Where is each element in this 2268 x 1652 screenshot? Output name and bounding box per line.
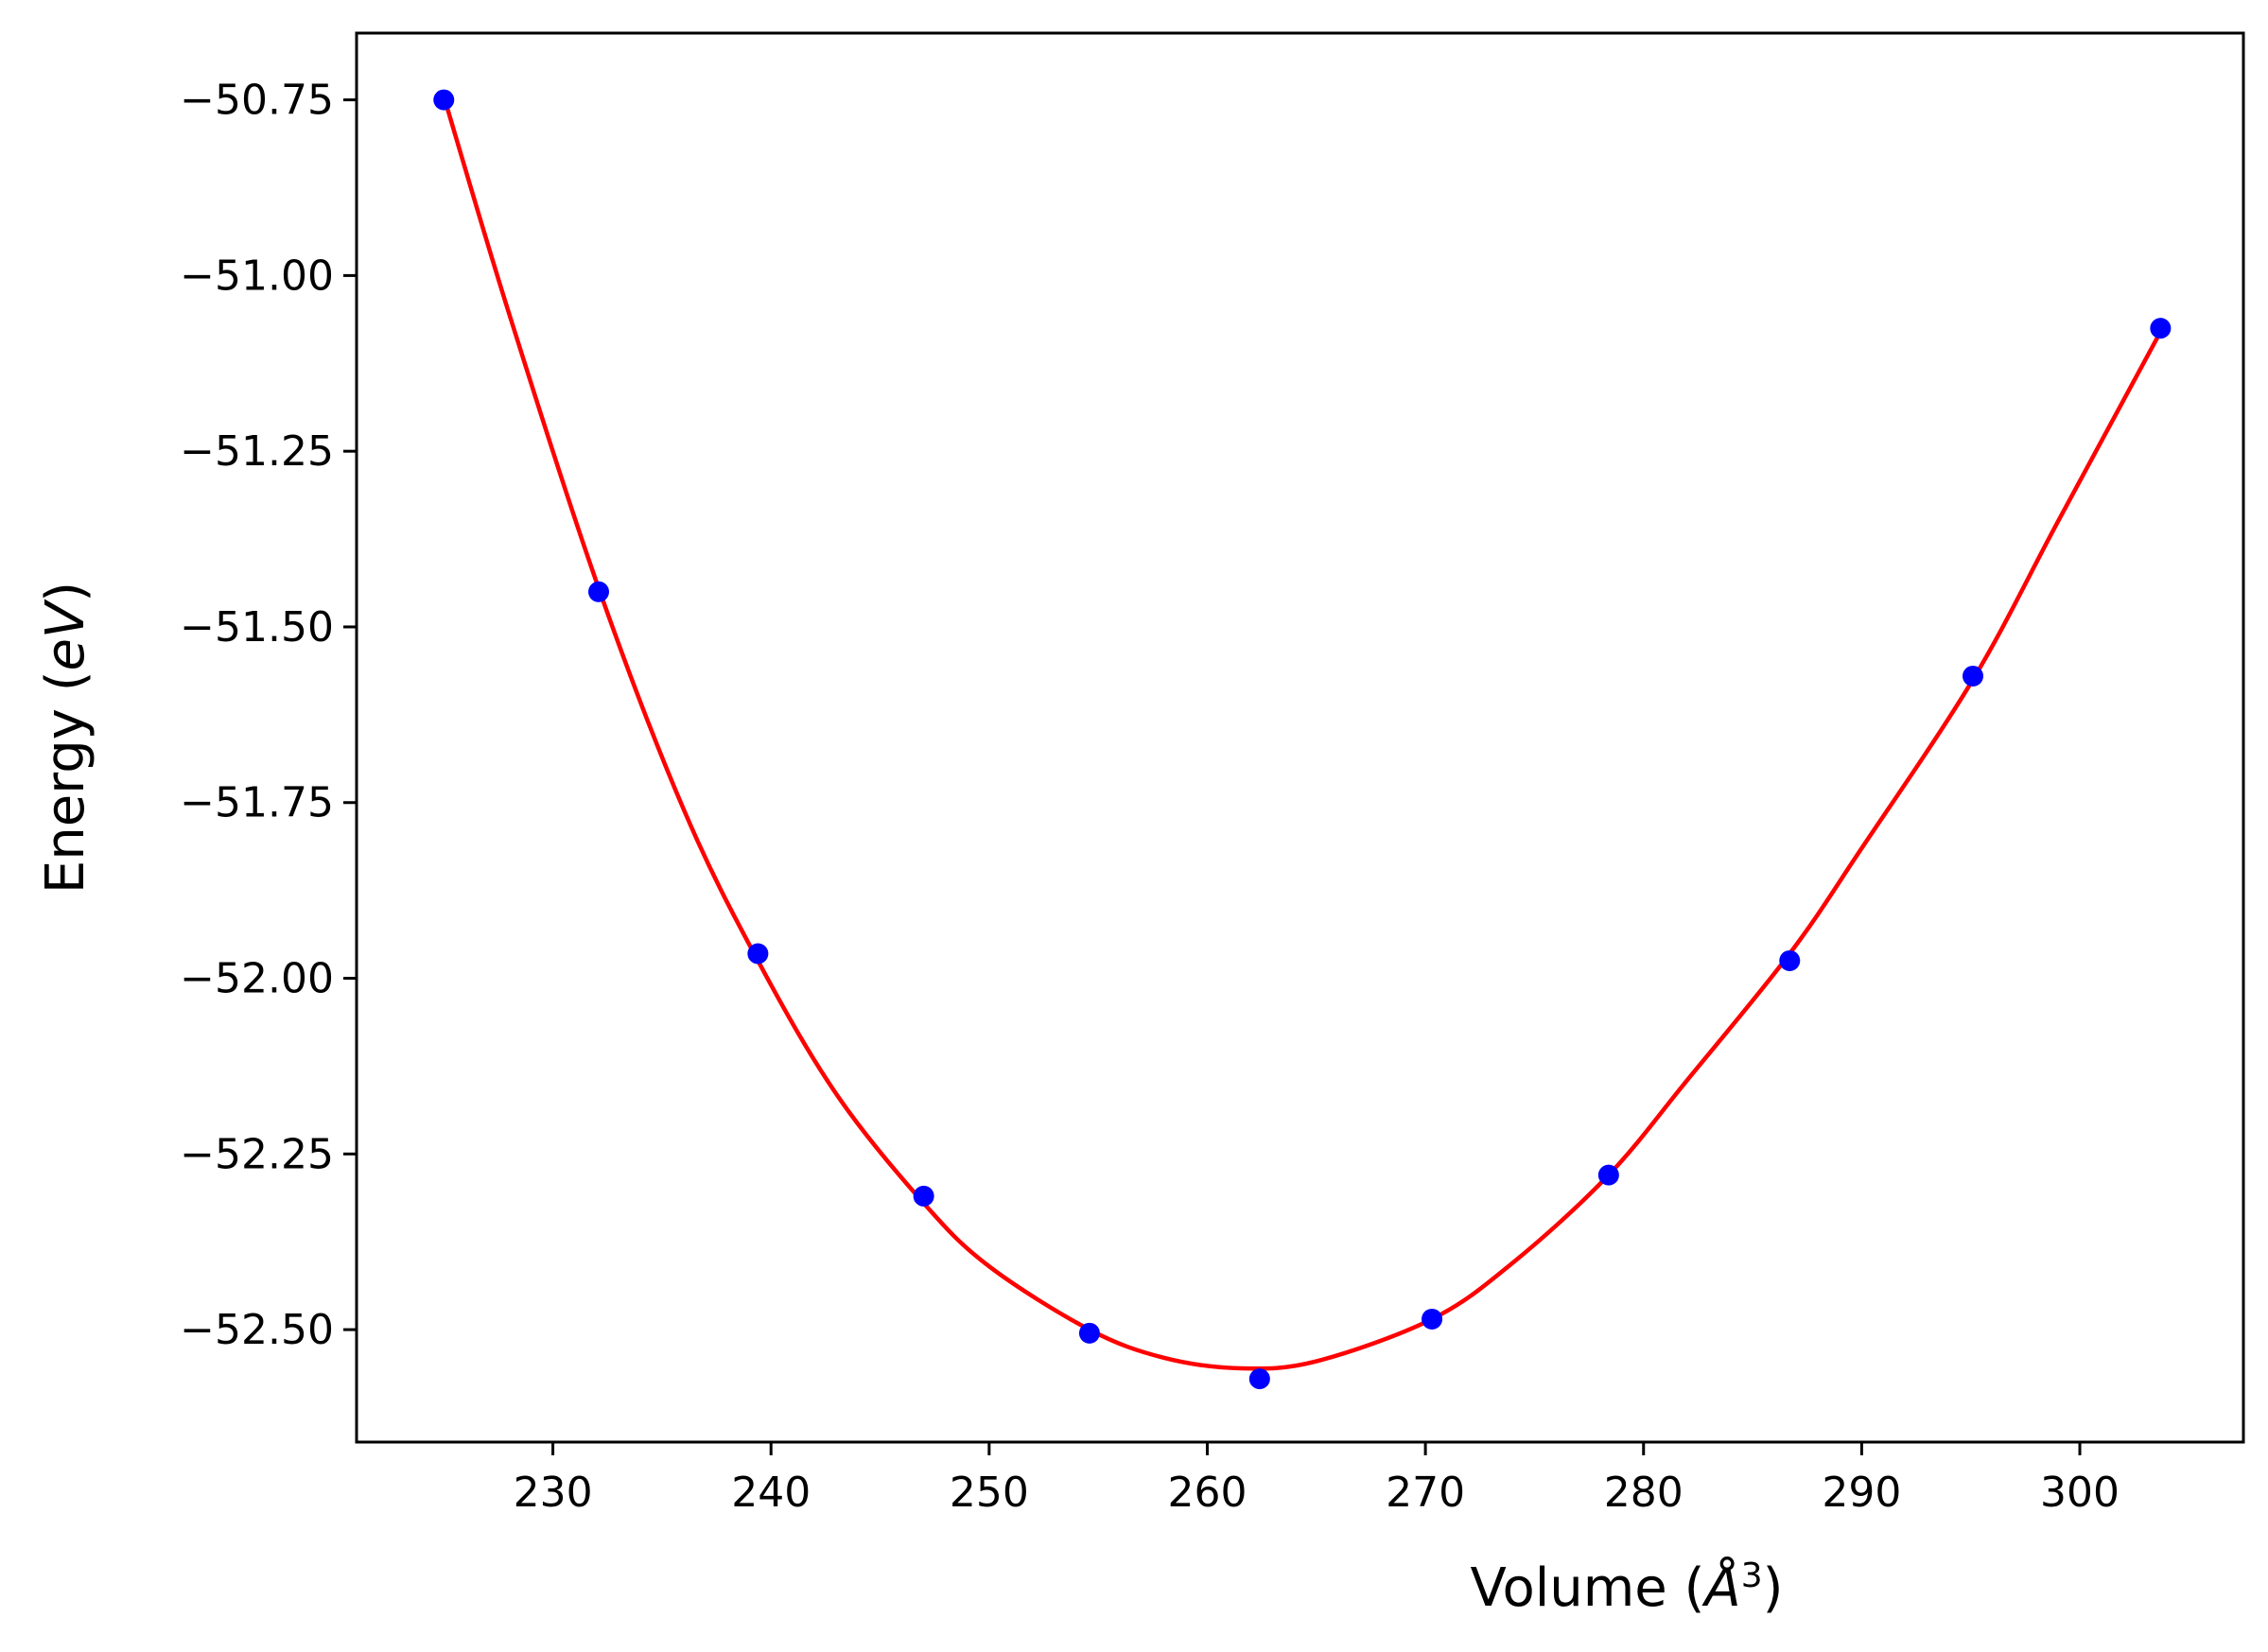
y-tick-label: −52.50 [180,1306,334,1354]
y-tick-label: −51.25 [180,427,334,476]
y-tick-label: −51.50 [180,603,334,652]
fit-curve-layer [442,96,2163,1371]
x-axis-label: Volume (Å3) [1470,1556,1783,1620]
y-tick-label: −52.25 [180,1130,334,1178]
y-tick-label: −52.00 [180,955,334,1003]
data-point [1078,1322,1100,1344]
fit-curve-line [442,96,2163,1371]
data-point [433,89,455,111]
data-point [747,943,769,965]
x-tick-label: 240 [731,1469,811,1517]
x-tick-label: 270 [1386,1469,1465,1517]
data-point [1963,665,1984,687]
x-tick-label: 300 [2040,1469,2120,1517]
x-tick-label: 250 [950,1469,1029,1517]
x-tick-label: 290 [1822,1469,1901,1517]
y-tick-label: −51.00 [180,252,334,300]
x-tick-label: 260 [1167,1469,1247,1517]
x-tick-label: 280 [1604,1469,1684,1517]
y-axis-ticks: −50.75 −51.00 −51.25 −51.50 −51.75 −52.00 −52.… [180,77,357,1354]
y-tick-label: −51.75 [180,779,334,827]
data-point [1422,1308,1443,1330]
data-point [1597,1164,1619,1186]
data-point [1248,1368,1270,1390]
x-axis-ticks: 230 240 250 260 270 280 290 300 [514,1442,2120,1517]
data-point [588,581,610,602]
data-point [2150,318,2172,339]
data-point [1779,949,1801,971]
x-tick-label: 230 [514,1469,593,1517]
plot-frame [355,31,2245,1444]
y-tick-label: −50.75 [180,77,334,125]
y-axis-label: Energy (eV) [35,582,96,894]
data-point [913,1185,934,1207]
data-points-layer [433,89,2172,1390]
